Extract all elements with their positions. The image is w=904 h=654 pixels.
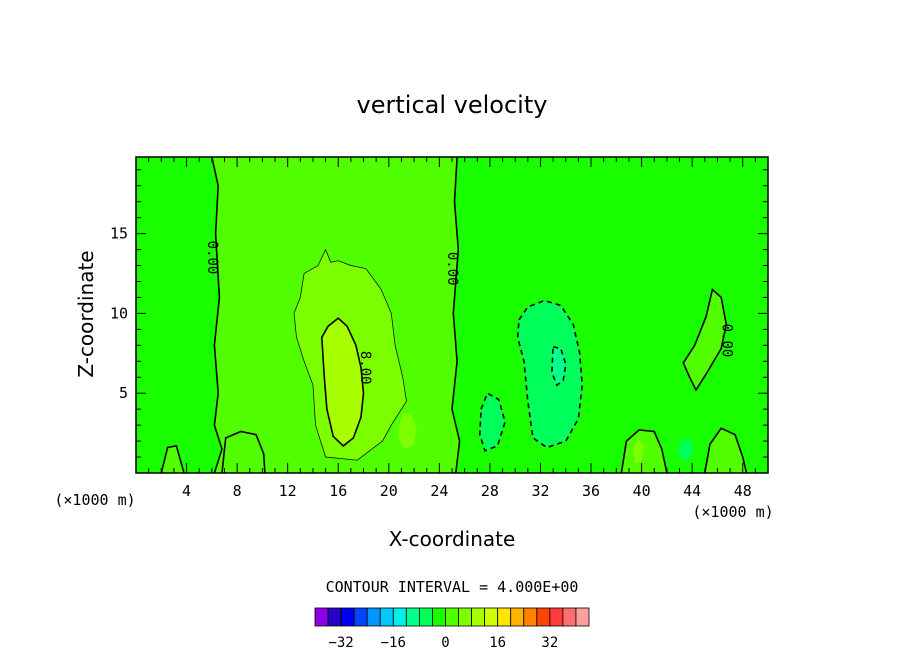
colorbar-swatch (432, 607, 446, 627)
contour-region (321, 318, 364, 446)
chart-title: vertical velocity (357, 91, 548, 119)
contour-line (478, 392, 506, 452)
y-tick-label: 10 (110, 304, 128, 322)
colorbar-swatch (523, 607, 538, 627)
contour-label: 0.00 (718, 324, 734, 358)
contour-line (551, 345, 567, 387)
x-tick-label: 40 (633, 482, 651, 500)
x-unit-left: (×1000 m) (54, 491, 135, 509)
colorbar-swatch (340, 607, 355, 627)
colorbar-swatch (497, 607, 512, 627)
contour-line (516, 299, 584, 449)
colorbar-swatch (510, 607, 525, 627)
colorbar-swatch (445, 607, 459, 627)
contour-region (222, 431, 265, 473)
y-axis-label: Z-coordinate (74, 250, 98, 377)
colorbar-swatch (471, 607, 486, 627)
x-tick-label: 44 (683, 482, 701, 500)
contour-label: 0.00 (204, 241, 220, 275)
x-tick-label: 24 (430, 482, 448, 500)
colorbar-tick-label: 16 (489, 635, 506, 651)
colorbar-tick-label: 32 (541, 635, 558, 651)
contour-region (621, 429, 667, 473)
contour-line (704, 427, 748, 473)
contour-line (211, 157, 223, 473)
colorbar-swatch (562, 607, 577, 627)
contour-region (398, 412, 417, 450)
x-tick-label: 8 (233, 482, 242, 500)
contour-label: 8.00 (357, 351, 373, 385)
y-tick-label: 15 (110, 225, 128, 243)
y-tick-label: 5 (119, 384, 128, 402)
contour-line (620, 429, 668, 473)
colorbar: −32 −16 0 16 32 (314, 607, 590, 651)
x-tick-label: 20 (380, 482, 398, 500)
contour-line (160, 444, 185, 473)
colorbar-swatch (327, 607, 342, 627)
colorbar-swatch (575, 607, 590, 627)
colorbar-swatch (458, 607, 472, 627)
contour-region (517, 300, 583, 448)
contour-region (479, 393, 506, 451)
colorbar-swatch (484, 607, 499, 627)
x-tick-label: 28 (481, 482, 499, 500)
contour-region (551, 346, 566, 386)
x-unit-right: (×1000 m) (692, 503, 773, 521)
colorbar-swatch (366, 607, 381, 627)
contour-interval-label: CONTOUR INTERVAL = 4.000E+00 (326, 578, 579, 596)
contour-region (632, 439, 645, 464)
colorbar-swatch (405, 607, 420, 627)
colorbar-swatch (549, 607, 564, 627)
colorbar-tick-label: 0 (441, 635, 449, 651)
contour-line (293, 248, 407, 461)
colorbar-swatch (314, 607, 329, 627)
contour-region (683, 289, 727, 390)
contour-line (221, 430, 266, 473)
x-tick-label: 48 (734, 482, 752, 500)
colorbar-tick-label: −32 (328, 635, 353, 651)
contour-line (320, 317, 365, 447)
x-tick-label: 36 (582, 482, 600, 500)
colorbar-swatch (353, 607, 368, 627)
x-tick-label: 12 (279, 482, 297, 500)
x-tick-label: 4 (182, 482, 191, 500)
contour-line (451, 157, 461, 473)
colorbar-swatch (392, 607, 407, 627)
colorbar-swatch (536, 607, 551, 627)
x-tick-label: 32 (531, 482, 549, 500)
plot-area: 0.00 0.008.000.004 8 12 16 20 24 28 32 36 40 44 4851… (110, 156, 769, 500)
x-tick-label: 16 (329, 482, 347, 500)
colorbar-swatch (418, 607, 433, 627)
colorbar-tick-label: −16 (381, 635, 406, 651)
contour-line (682, 288, 728, 392)
contour-region (677, 439, 694, 462)
contour-label: 0.00 (444, 252, 460, 286)
colorbar-swatch (379, 607, 394, 627)
x-axis-label: X-coordinate (389, 527, 516, 551)
